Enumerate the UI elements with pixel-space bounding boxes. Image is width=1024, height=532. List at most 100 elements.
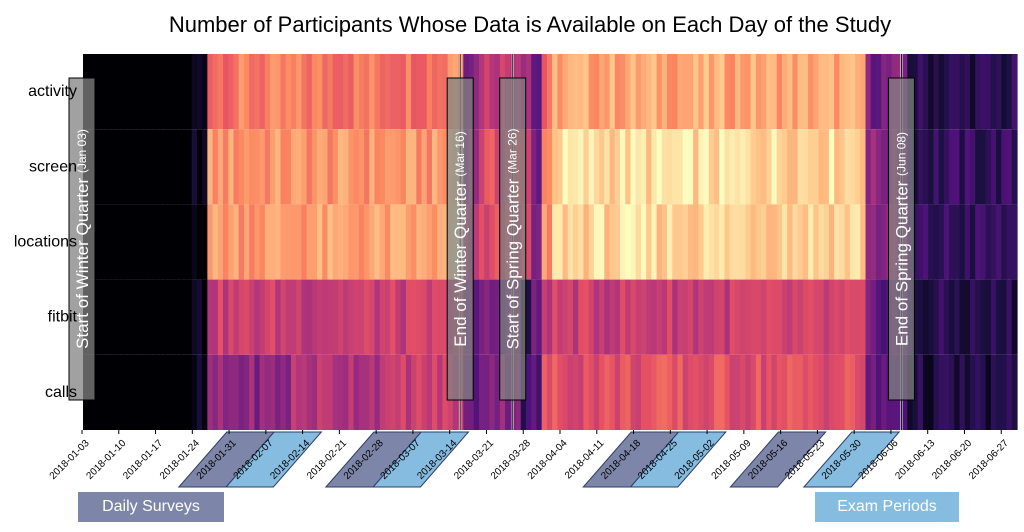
- heatmap-cell: [400, 279, 407, 355]
- heatmap-cell: [813, 129, 820, 205]
- heatmap-cell: [677, 129, 684, 205]
- heatmap-cell: [698, 204, 705, 280]
- heatmap-cell: [525, 204, 532, 280]
- heatmap-cell: [144, 204, 151, 280]
- heatmap-cell: [296, 54, 302, 130]
- heatmap-cell: [478, 129, 485, 205]
- heatmap-cell: [395, 354, 402, 430]
- heatmap-cell: [781, 54, 788, 130]
- heatmap-cell: [839, 204, 846, 280]
- heatmap-cell: [792, 54, 799, 130]
- heatmap-cell: [129, 204, 135, 280]
- heatmap-cell: [337, 204, 344, 280]
- heatmap-cell: [593, 54, 600, 130]
- heatmap-cell: [797, 129, 804, 205]
- heatmap-cell: [484, 54, 491, 130]
- heatmap-cell: [693, 279, 699, 355]
- heatmap-cell: [703, 279, 710, 355]
- heatmap-cell: [426, 204, 433, 280]
- heatmap-cell: [588, 204, 595, 280]
- heatmap-cell: [186, 204, 193, 280]
- heatmap-cell: [719, 54, 726, 130]
- heatmap-cell: [400, 54, 407, 130]
- heatmap-cell: [243, 54, 250, 130]
- heatmap-cell: [270, 204, 276, 280]
- heatmap-cell: [714, 354, 720, 430]
- heatmap-cell: [102, 204, 109, 280]
- heatmap-cell: [917, 279, 924, 355]
- legend-exam-periods: Exam Periods: [815, 492, 959, 522]
- heatmap-cell: [223, 54, 229, 130]
- heatmap-cell: [996, 204, 1002, 280]
- heatmap-cell: [155, 354, 161, 430]
- heatmap-cell: [531, 54, 538, 130]
- heatmap-cell: [604, 54, 611, 130]
- heatmap-cell: [755, 54, 762, 130]
- exam-period-marker: [224, 431, 323, 488]
- heatmap-cell: [531, 129, 538, 205]
- heatmap-cell: [165, 54, 172, 130]
- heatmap-cell: [855, 129, 861, 205]
- heatmap-cell: [808, 204, 814, 280]
- heatmap-cell: [839, 354, 846, 430]
- heatmap-cell: [729, 279, 736, 355]
- heatmap-cell: [823, 354, 830, 430]
- heatmap-cell: [881, 354, 888, 430]
- heatmap-cell: [651, 204, 658, 280]
- heatmap-cell: [118, 354, 125, 430]
- heatmap-cell: [625, 204, 632, 280]
- heatmap-cell: [489, 54, 496, 130]
- heatmap-cell: [249, 279, 255, 355]
- heatmap-cell: [797, 354, 804, 430]
- heatmap-cell: [364, 54, 370, 130]
- heatmap-cell: [118, 129, 125, 205]
- heatmap-cell: [823, 279, 830, 355]
- heatmap-cell: [761, 129, 767, 205]
- heatmap-cell: [672, 129, 679, 205]
- heatmap-cell: [233, 204, 240, 280]
- heatmap-cell: [364, 354, 370, 430]
- heatmap-cell: [870, 354, 877, 430]
- heatmap-cell: [390, 354, 396, 430]
- heatmap-cell: [562, 204, 569, 280]
- heatmap-cell: [249, 204, 255, 280]
- exam-period-marker: [629, 431, 727, 488]
- heatmap-cell: [729, 204, 736, 280]
- heatmap-cell: [317, 54, 323, 130]
- heatmap-cell: [186, 54, 193, 130]
- heatmap-cell: [275, 129, 282, 205]
- heatmap-cell: [254, 54, 261, 130]
- heatmap-cell: [917, 129, 924, 205]
- heatmap-cell: [573, 54, 579, 130]
- heatmap-cell: [139, 279, 146, 355]
- heatmap-cell: [1001, 204, 1008, 280]
- heatmap-cell: [599, 204, 605, 280]
- heatmap-cell: [980, 54, 987, 130]
- heatmap-cell: [849, 279, 856, 355]
- heatmap-cell: [954, 204, 961, 280]
- heatmap-cell: [766, 129, 773, 205]
- heatmap-cell: [473, 354, 480, 430]
- heatmap-cell: [473, 204, 480, 280]
- heatmap-cell: [990, 54, 997, 130]
- heatmap-cell: [437, 204, 444, 280]
- heatmap-cell: [661, 279, 668, 355]
- heatmap-cell: [875, 354, 882, 430]
- heatmap-cell: [176, 204, 182, 280]
- heatmap-cell: [442, 204, 449, 280]
- heatmap-cell: [202, 279, 208, 355]
- heatmap-cell: [374, 354, 381, 430]
- heatmap-cell: [567, 204, 574, 280]
- heatmap-cell: [546, 354, 553, 430]
- heatmap-cell: [390, 204, 396, 280]
- heatmap-cell: [588, 354, 595, 430]
- heatmap-cell: [275, 204, 282, 280]
- heatmap-cell: [719, 204, 726, 280]
- heatmap-cell: [985, 279, 992, 355]
- heatmap-cell: [646, 354, 652, 430]
- heatmap-cell: [1011, 54, 1018, 130]
- heatmap-cell: [969, 279, 976, 355]
- heatmap-cell: [223, 354, 229, 430]
- heatmap-cell: [1001, 354, 1008, 430]
